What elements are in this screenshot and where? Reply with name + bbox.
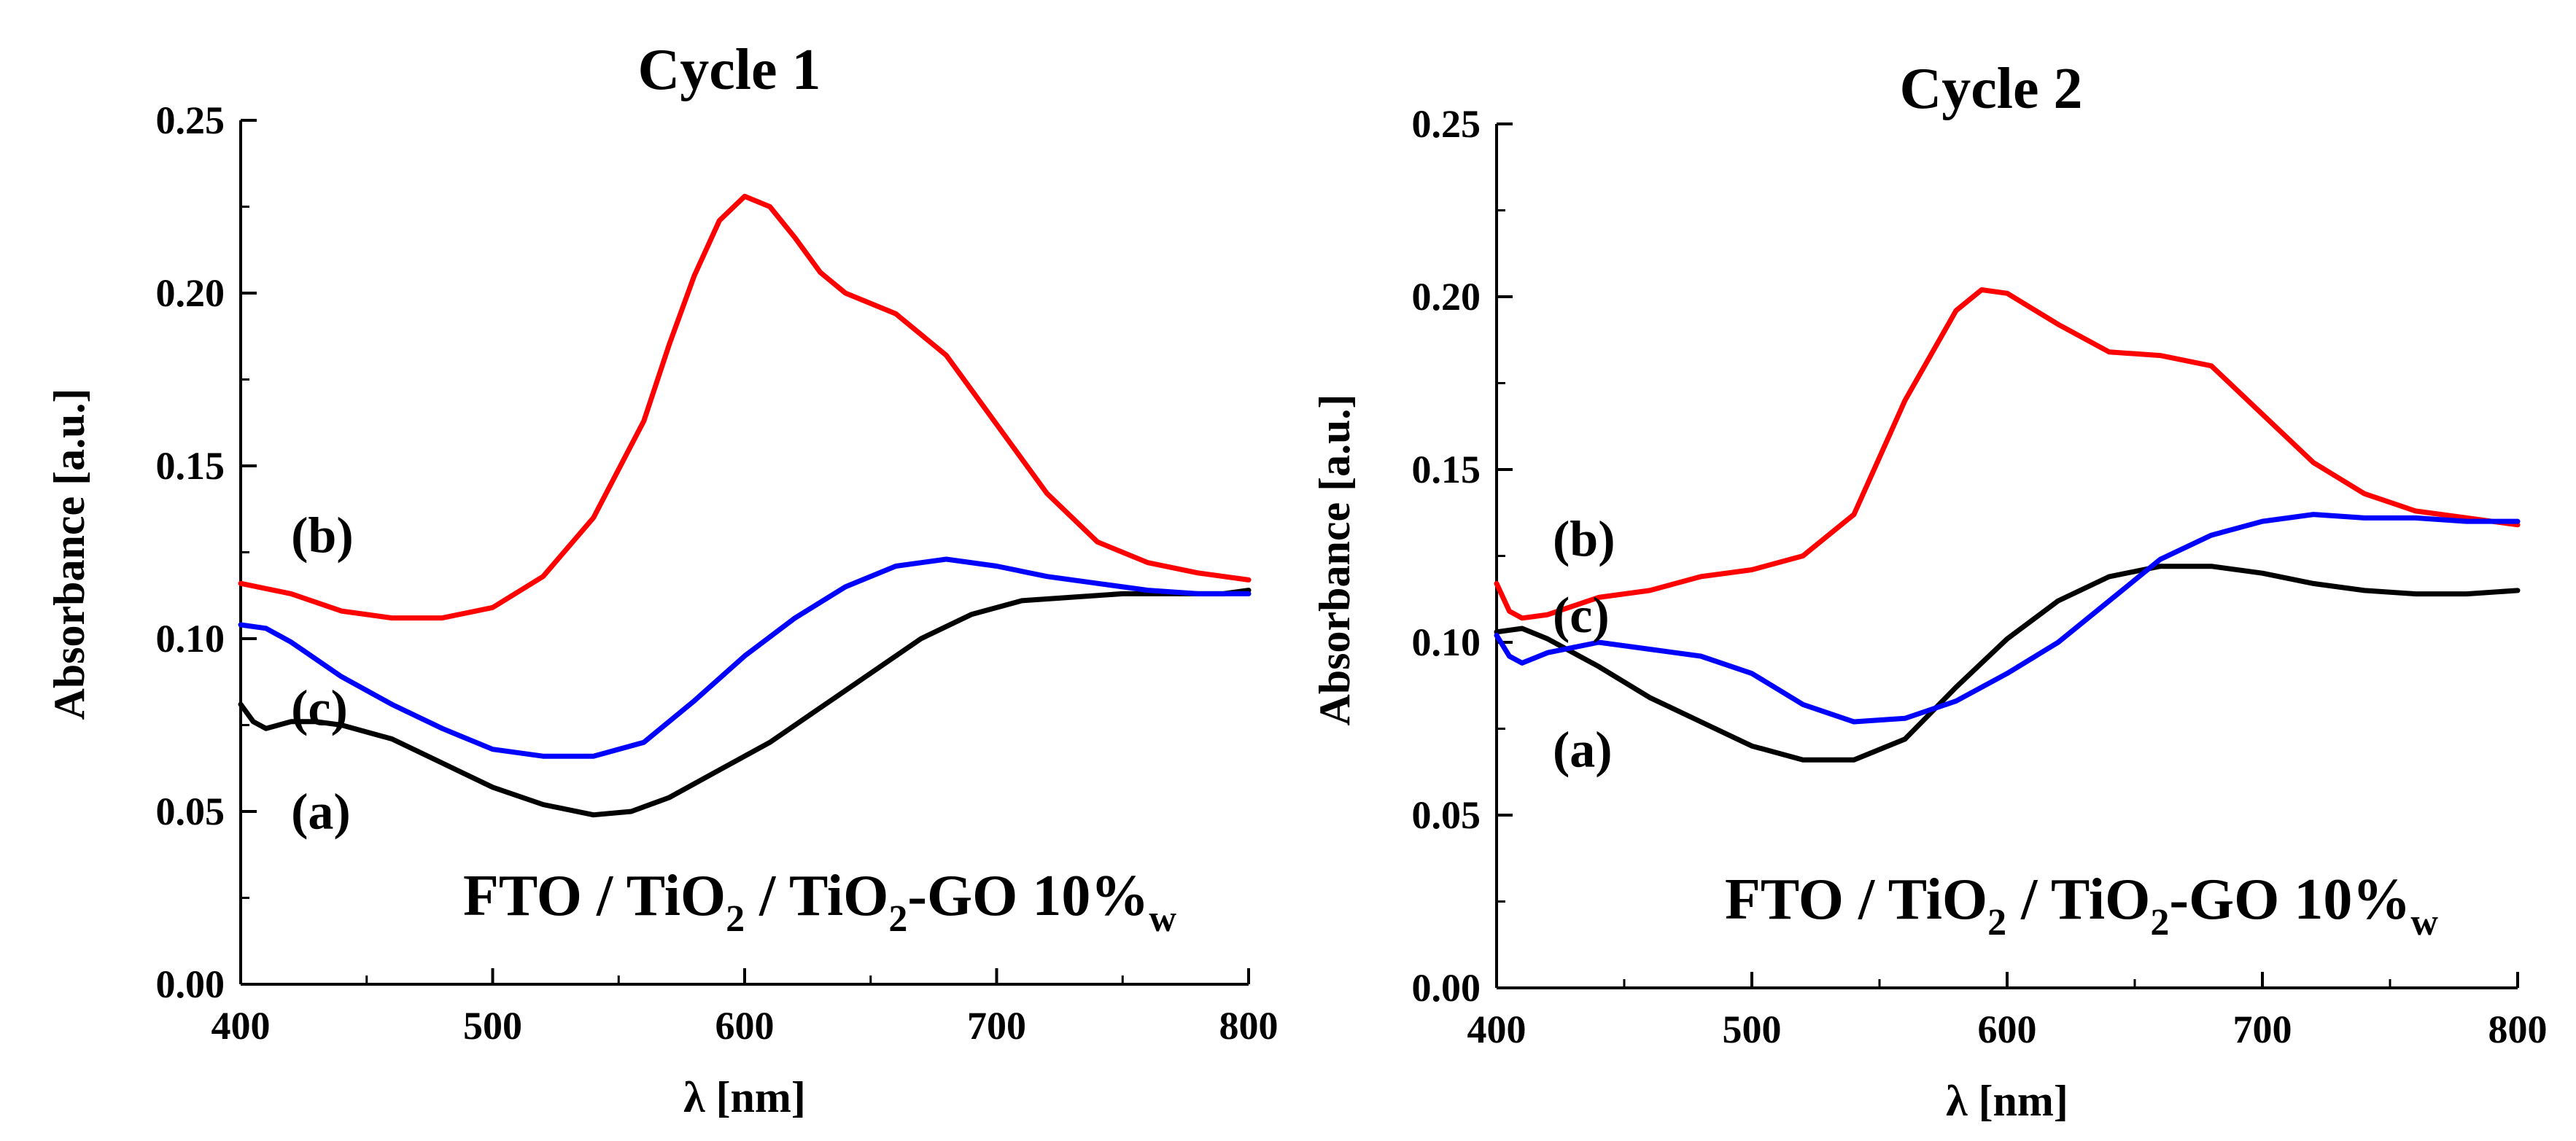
y-tick-label: 0.05 [1412,793,1481,837]
series-line-c [238,556,1252,759]
x-tick-label: 500 [463,1004,522,1048]
y-tick-label: 0.15 [1412,448,1481,491]
chart-panel-1: 0.00 0.05 0.10 0.15 0.20 0.25 400 500 600 700 800 C… [45,38,1279,1121]
series-line-c [1494,512,2521,725]
x-tick-label: 400 [1467,1008,1526,1051]
sample-annotation: FTO / TiO2 / TiO2-GO 10%w [463,864,1176,940]
series-line-a [1494,564,2521,763]
y-tick-label: 0.00 [1412,966,1481,1010]
series-label-c: (c) [1553,588,1610,644]
series-label-a: (a) [1553,723,1613,779]
y-tick-label: 0.05 [156,790,225,833]
series-label-b: (b) [291,508,354,564]
x-tick-label: 500 [1723,1008,1782,1051]
x-tick-label: 800 [1219,1004,1279,1048]
x-axis-label: λ [nm] [1946,1077,2068,1125]
y-axis-label: Absorbance [a.u.] [1311,394,1359,725]
x-tick-label: 700 [2233,1008,2292,1051]
series-line-a [238,588,1252,818]
chart-title: Cycle 2 [1899,57,2082,121]
y-tick-label: 0.10 [1412,620,1481,664]
series-line-b [238,193,1252,621]
series-label-c: (c) [291,681,348,737]
x-tick-label: 400 [212,1004,271,1048]
x-tick-label: 700 [967,1004,1026,1048]
series-label-b: (b) [1553,512,1615,568]
y-tick-label: 0.20 [156,271,225,315]
y-axis-label: Absorbance [a.u.] [45,388,93,720]
y-tick-label: 0.20 [1412,275,1481,319]
x-tick-label: 600 [1978,1008,2037,1051]
series-line-b [1494,287,2521,621]
sample-annotation: FTO / TiO2 / TiO2-GO 10%w [1725,868,2438,943]
x-tick-label: 600 [715,1004,775,1048]
series-label-a: (a) [291,784,351,841]
y-tick-label: 0.15 [156,444,225,488]
y-tick-label: 0.00 [156,962,225,1006]
y-tick-label: 0.25 [156,98,225,142]
x-axis-label: λ [nm] [683,1073,806,1121]
y-tick-label: 0.25 [1412,102,1481,146]
chart-panel-2: 0.00 0.05 0.10 0.15 0.20 0.25 400 500 600 700 800 C… [1311,57,2548,1125]
y-tick-label: 0.10 [156,617,225,661]
x-tick-label: 800 [2488,1008,2548,1051]
chart-title: Cycle 1 [637,38,820,102]
